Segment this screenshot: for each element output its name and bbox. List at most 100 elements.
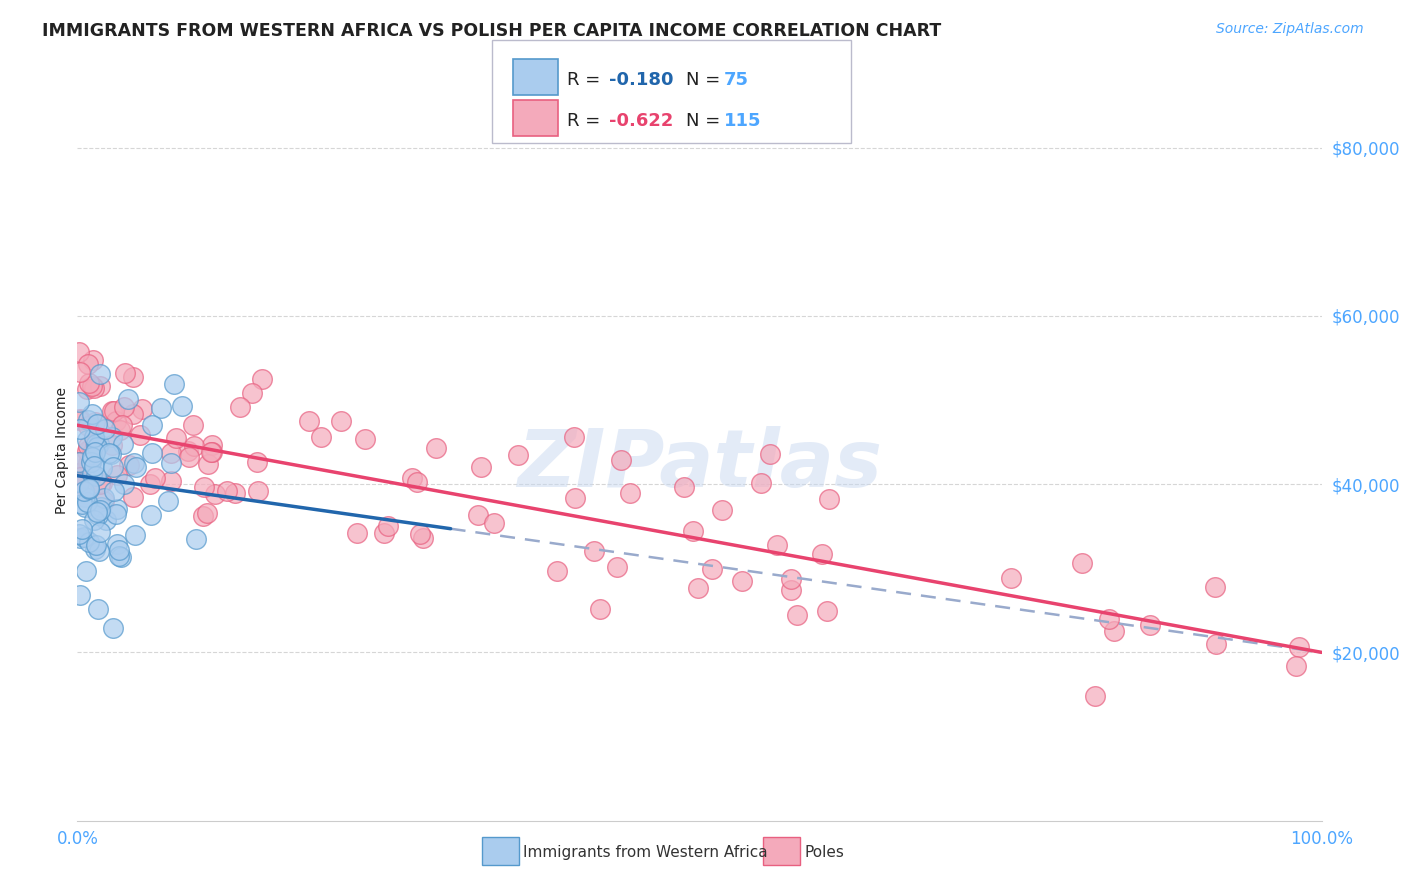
Point — [780, 573, 803, 587]
Text: Poles: Poles — [804, 846, 844, 860]
Point — [76, 418, 98, 433]
Point — [112, 477, 135, 491]
Point — [86, 441, 108, 455]
Point — [89, 379, 111, 393]
Point — [482, 516, 505, 530]
Point — [139, 508, 162, 522]
Point — [547, 565, 569, 579]
Point — [749, 476, 772, 491]
Point — [122, 370, 145, 384]
Point — [564, 491, 586, 505]
Point — [229, 401, 252, 415]
Point — [83, 430, 105, 444]
Point — [412, 532, 434, 546]
Point — [84, 436, 107, 450]
Point — [67, 475, 90, 490]
Point — [686, 581, 709, 595]
Point — [69, 365, 91, 379]
Point — [1000, 571, 1022, 585]
Point — [682, 524, 704, 538]
Text: 115: 115 — [724, 112, 762, 130]
Point — [606, 560, 628, 574]
Point — [80, 450, 103, 464]
Point — [128, 428, 150, 442]
Point — [82, 451, 104, 466]
Point — [246, 483, 269, 498]
Point — [160, 446, 183, 460]
Point — [131, 402, 153, 417]
Point — [76, 444, 98, 458]
Point — [101, 438, 124, 452]
Point — [786, 607, 808, 622]
Point — [67, 455, 90, 469]
Point — [67, 466, 90, 480]
Point — [201, 445, 224, 459]
Point — [1288, 640, 1310, 655]
Point — [122, 456, 145, 470]
Text: IMMIGRANTS FROM WESTERN AFRICA VS POLISH PER CAPITA INCOME CORRELATION CHART: IMMIGRANTS FROM WESTERN AFRICA VS POLISH… — [42, 22, 942, 40]
Point — [100, 430, 122, 444]
Point — [77, 534, 100, 549]
Point — [817, 492, 839, 507]
Text: 75: 75 — [724, 71, 749, 89]
Text: R =: R = — [567, 71, 606, 89]
Point — [170, 399, 193, 413]
Point — [84, 538, 107, 552]
Point — [104, 414, 127, 428]
Point — [583, 544, 606, 558]
Point — [470, 460, 492, 475]
Point — [1139, 617, 1161, 632]
Point — [90, 500, 112, 514]
Point — [108, 423, 131, 437]
Point — [149, 401, 172, 416]
Point — [125, 460, 148, 475]
Point — [1285, 658, 1308, 673]
Point — [250, 372, 273, 386]
Point — [117, 392, 139, 406]
Point — [101, 403, 124, 417]
Point — [121, 490, 143, 504]
Point — [94, 513, 117, 527]
Point — [83, 514, 105, 528]
Point — [84, 542, 107, 557]
Point — [69, 531, 91, 545]
Point — [159, 474, 181, 488]
Point — [86, 508, 108, 522]
Point — [165, 431, 187, 445]
Point — [1102, 624, 1125, 638]
Point — [246, 455, 269, 469]
Point — [759, 447, 782, 461]
Point — [425, 441, 447, 455]
Point — [87, 544, 110, 558]
Point — [69, 486, 91, 500]
Point — [183, 439, 205, 453]
Point — [143, 471, 166, 485]
Point — [89, 476, 111, 491]
Point — [141, 445, 163, 459]
Point — [711, 503, 734, 517]
Text: ZIPatlas: ZIPatlas — [517, 426, 882, 504]
Point — [114, 367, 136, 381]
Text: -0.180: -0.180 — [609, 71, 673, 89]
Point — [76, 382, 98, 396]
Point — [76, 433, 98, 447]
Point — [83, 381, 105, 395]
Point — [69, 422, 91, 436]
Point — [86, 505, 108, 519]
Point — [373, 525, 395, 540]
Point — [562, 429, 585, 443]
Point — [105, 467, 128, 482]
Point — [89, 367, 111, 381]
Point — [83, 458, 105, 473]
Point — [159, 457, 181, 471]
Point — [177, 444, 200, 458]
Point — [101, 460, 124, 475]
Point — [110, 550, 132, 565]
Point — [197, 457, 219, 471]
Point — [104, 508, 127, 522]
Point — [112, 400, 135, 414]
Text: Immigrants from Western Africa: Immigrants from Western Africa — [523, 846, 768, 860]
Point — [72, 483, 94, 498]
Text: -0.622: -0.622 — [609, 112, 673, 130]
Text: N =: N = — [686, 112, 725, 130]
